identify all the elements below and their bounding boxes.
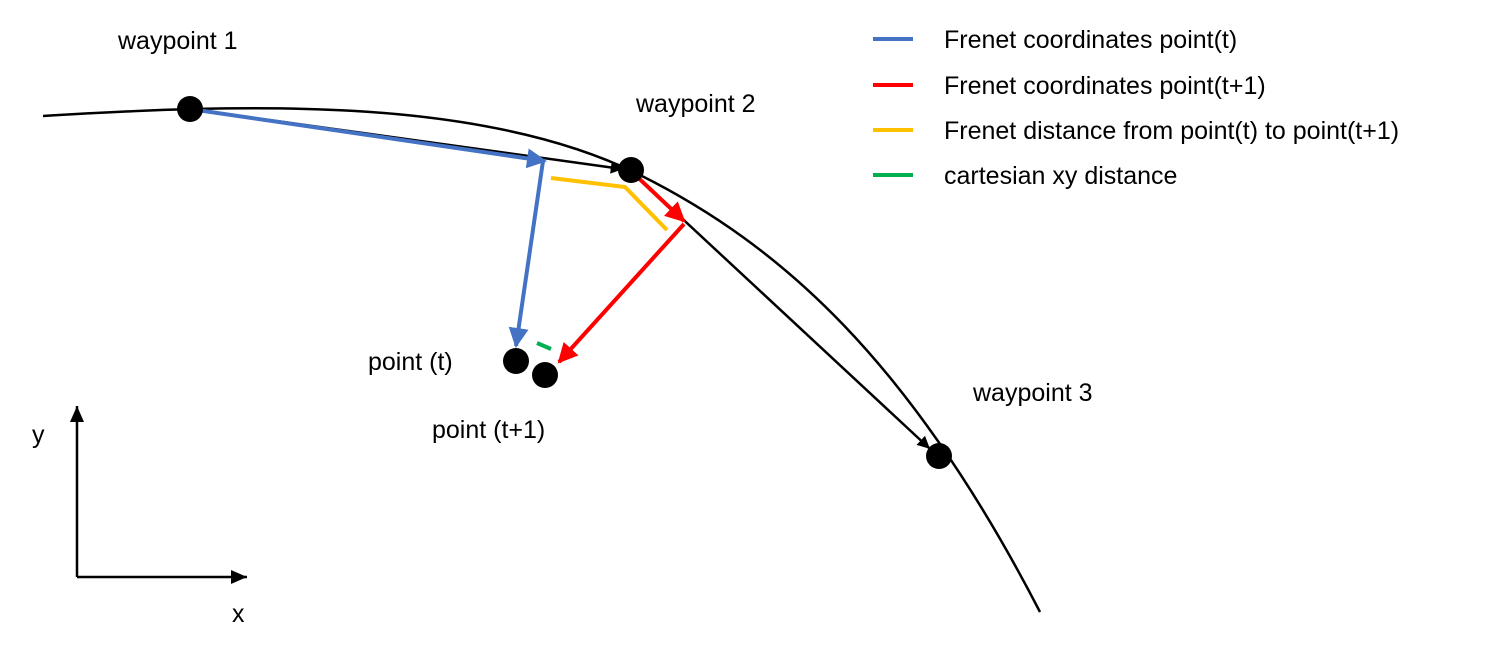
point-t-dot bbox=[503, 348, 529, 374]
waypoint-1-dot bbox=[177, 96, 203, 122]
legend: Frenet coordinates point(t) Frenet coord… bbox=[873, 26, 1399, 190]
waypoint-1-label: waypoint 1 bbox=[117, 27, 238, 55]
point-t1-dot bbox=[532, 362, 558, 388]
y-axis-label: y bbox=[32, 421, 45, 449]
waypoint-3-label: waypoint 3 bbox=[972, 379, 1093, 407]
blue-d-vector bbox=[508, 160, 545, 348]
point-t1-label: point (t+1) bbox=[432, 416, 545, 444]
waypoint-2-label: waypoint 2 bbox=[635, 90, 756, 118]
x-axis-arrowhead bbox=[231, 570, 247, 584]
waypoint-3-dot bbox=[926, 443, 952, 469]
yellow-frenet-distance bbox=[550, 176, 669, 232]
red-d-vector bbox=[557, 222, 686, 364]
y-axis-arrowhead bbox=[70, 406, 84, 422]
green-cartesian-distance bbox=[536, 341, 552, 351]
x-axis-label: x bbox=[232, 600, 245, 628]
point-t-label: point (t) bbox=[368, 348, 453, 376]
legend-label-blue: Frenet coordinates point(t) bbox=[944, 26, 1237, 54]
legend-label-green: cartesian xy distance bbox=[944, 162, 1177, 190]
blue-s-vector bbox=[189, 107, 547, 169]
legend-label-yellow: Frenet distance from point(t) to point(t… bbox=[944, 117, 1399, 145]
waypoint-2-dot bbox=[618, 157, 644, 183]
legend-label-red: Frenet coordinates point(t+1) bbox=[944, 72, 1266, 100]
